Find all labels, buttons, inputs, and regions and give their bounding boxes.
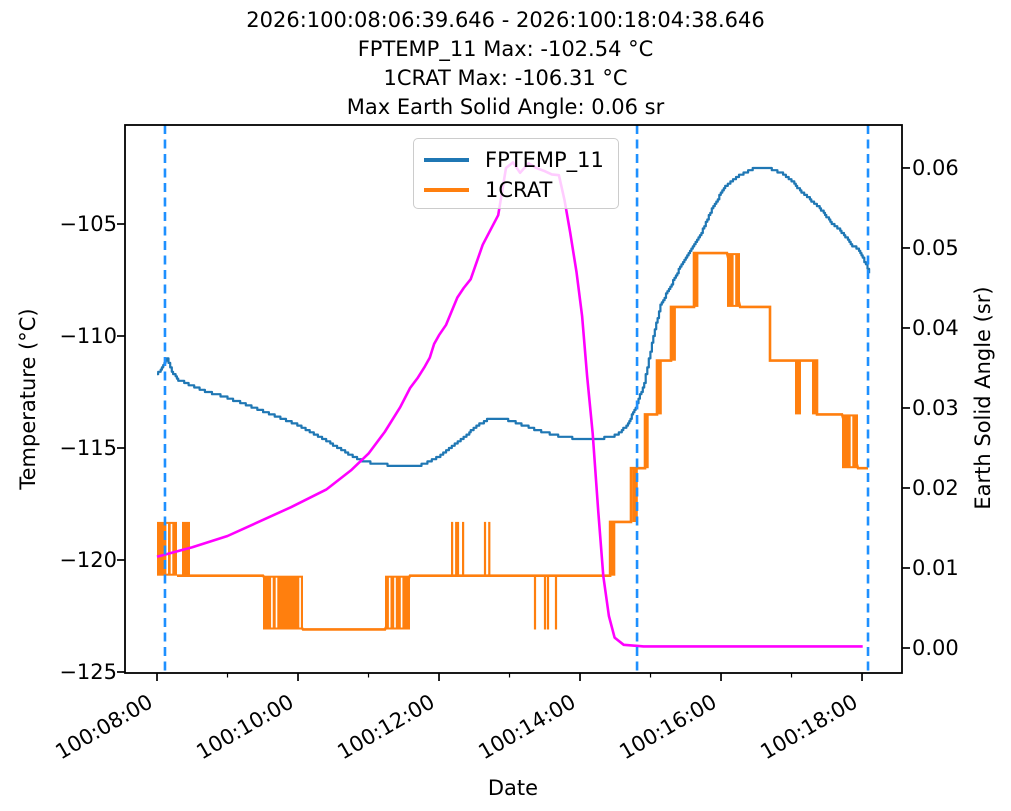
y-left-tick-label: −105 <box>59 212 117 236</box>
x-axis-label: Date <box>487 776 539 800</box>
y-left-tick-label: −125 <box>59 659 117 684</box>
y-right-tick-label: 0.04 <box>912 315 959 340</box>
legend: FPTEMP_11 1CRAT <box>413 138 619 209</box>
legend-line-swatch-fptemp <box>424 158 469 162</box>
y-right-tick-label: 0.01 <box>912 555 959 580</box>
y-right-tick-label: 0.00 <box>912 635 959 660</box>
title-line-solid-angle: Max Earth Solid Angle: 0.06 sr <box>346 95 665 119</box>
y-left-tick-label: −120 <box>59 547 117 572</box>
legend-line-swatch-1crat <box>424 188 469 192</box>
title-line-timerange: 2026:100:08:06:39.646 - 2026:100:18:04:3… <box>246 8 765 32</box>
y-left-axis-label: Temperature (°C) <box>16 308 40 490</box>
y-right-tick-label: 0.03 <box>912 395 959 420</box>
title-line-fptemp-max: FPTEMP_11 Max: -102.54 °C <box>357 37 654 61</box>
legend-label-fptemp: FPTEMP_11 <box>485 148 604 172</box>
legend-entry-fptemp: FPTEMP_11 <box>424 145 608 175</box>
y-right-tick-label: 0.06 <box>912 155 959 180</box>
y-right-tick-label: 0.05 <box>912 235 959 260</box>
legend-label-1crat: 1CRAT <box>485 178 553 202</box>
y-right-tick-label: 0.02 <box>912 475 959 500</box>
title-line-1crat-max: 1CRAT Max: -106.31 °C <box>383 66 628 90</box>
y-left-tick-label: −110 <box>59 324 117 348</box>
y-right-axis-label: Earth Solid Angle (sr) <box>971 286 995 510</box>
legend-entry-1crat: 1CRAT <box>424 175 608 205</box>
y-left-tick-label: −115 <box>59 435 117 460</box>
